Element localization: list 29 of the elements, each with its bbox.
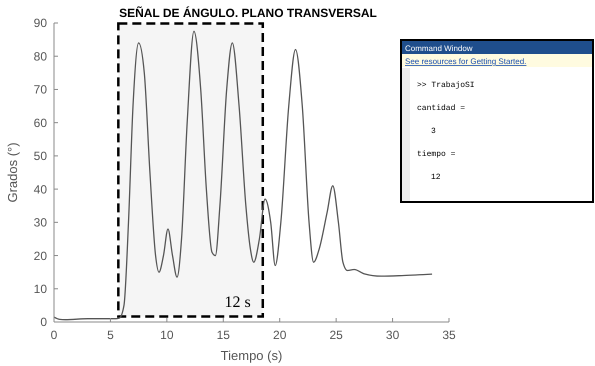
y-tick-label: 50 xyxy=(34,149,48,164)
annotation: Command Window xyxy=(405,44,473,53)
y-tick-label: 40 xyxy=(34,182,48,196)
chart-title: SEÑAL DE ÁNGULO. PLANO TRANSVERSAL xyxy=(119,6,377,20)
x-tick-label: 5 xyxy=(107,328,114,342)
y-tick-label: 60 xyxy=(34,116,48,130)
band-label: 12 s xyxy=(224,294,251,311)
x-tick-label: 30 xyxy=(386,328,400,342)
x-tick-label: 15 xyxy=(216,328,230,342)
x-tick-label: 10 xyxy=(160,328,174,342)
x-axis-title: Tiempo (s) xyxy=(220,348,282,363)
y-tick-label: 90 xyxy=(34,16,48,30)
x-tick-label: 0 xyxy=(50,328,58,342)
annotation: See resources for Getting Started. xyxy=(405,57,526,66)
y-tick-label: 0 xyxy=(40,315,48,330)
x-tick-label: 25 xyxy=(329,328,344,342)
y-tick-label: 10 xyxy=(34,282,48,296)
y-tick-label: 80 xyxy=(34,49,48,64)
annotation: >> TrabajoSI xyxy=(417,81,475,90)
y-tick-label: 20 xyxy=(34,248,48,263)
y-tick-label: 30 xyxy=(34,216,48,230)
y-tick-label: 70 xyxy=(34,82,48,97)
annotation: tiempo = xyxy=(417,150,456,159)
x-tick-label: 35 xyxy=(442,328,456,342)
annotation: 12 xyxy=(431,173,441,182)
annotation: 3 xyxy=(431,127,436,136)
x-tick-label: 20 xyxy=(273,328,287,342)
annotation: cantidad = xyxy=(417,104,466,113)
y-axis-title: Grados (°) xyxy=(5,142,20,203)
